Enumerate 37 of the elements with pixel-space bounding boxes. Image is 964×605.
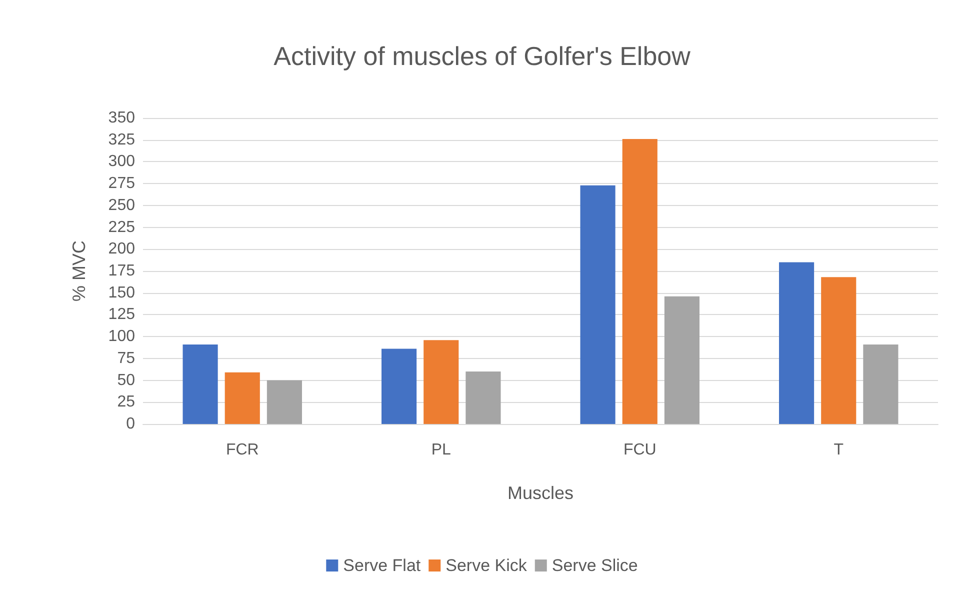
y-tick-label: 100 [108, 328, 136, 346]
bar [382, 348, 417, 424]
x-axis-title: Muscles [507, 483, 574, 503]
bar [779, 262, 814, 424]
y-tick-label: 50 [117, 372, 136, 389]
x-tick-label: FCU [623, 442, 656, 458]
bar [182, 344, 218, 424]
chart-title: Activity of muscles of Golfer's Elbow [274, 41, 691, 71]
y-tick-label: 350 [108, 110, 136, 126]
y-tick-label: 175 [108, 262, 136, 280]
legend-label: Serve Kick [446, 556, 528, 575]
y-tick-label: 200 [108, 240, 136, 258]
y-tick-label: 0 [126, 416, 136, 432]
y-tick-label: 275 [108, 175, 136, 192]
bar [266, 380, 302, 424]
bar [224, 372, 260, 424]
y-tick-label: 250 [108, 196, 136, 214]
y-tick-label: 300 [108, 153, 136, 170]
x-tick-label: PL [431, 442, 452, 458]
y-axis-title: % MVC [69, 240, 89, 302]
x-tick-label: FCR [226, 442, 259, 458]
bar [424, 340, 459, 424]
x-tick-label: T [834, 442, 844, 458]
bar [821, 277, 856, 424]
y-tick-label: 225 [108, 218, 136, 236]
bar [466, 372, 501, 424]
y-tick-label: 75 [117, 350, 136, 367]
y-tick-label: 150 [108, 284, 136, 302]
legend-label: Serve Flat [343, 556, 421, 575]
y-tick-label: 25 [117, 394, 136, 411]
bar [622, 138, 658, 424]
bar [863, 344, 898, 424]
legend-label: Serve Slice [552, 556, 638, 575]
bar [664, 296, 700, 424]
bar [580, 185, 616, 424]
y-tick-label: 325 [108, 131, 136, 148]
y-tick-label: 125 [108, 306, 136, 324]
